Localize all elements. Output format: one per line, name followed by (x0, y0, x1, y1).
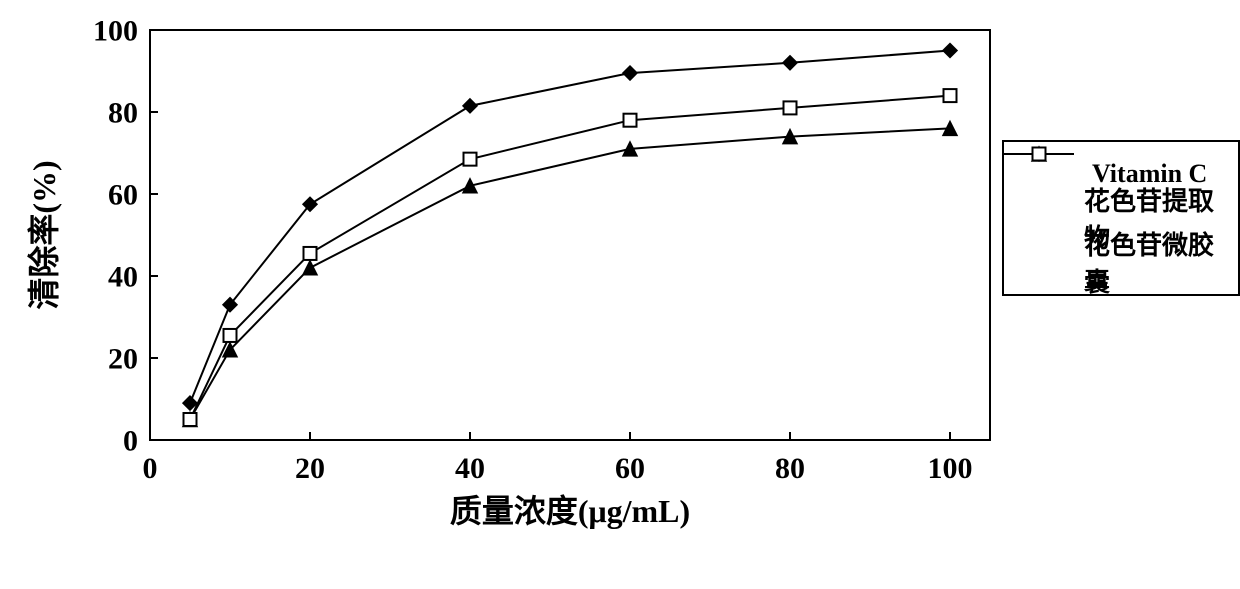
marker-square (1033, 148, 1046, 161)
legend-swatch (1014, 206, 1076, 230)
x-tick-label: 60 (615, 452, 645, 485)
y-tick-label: 20 (108, 343, 138, 376)
y-tick-label: 80 (108, 97, 138, 130)
marker-square (624, 114, 637, 127)
marker-diamond (623, 66, 637, 80)
legend-swatch (1014, 250, 1076, 274)
y-tick-label: 100 (93, 15, 138, 48)
x-tick-label: 20 (295, 452, 325, 485)
x-tick-label: 100 (928, 452, 973, 485)
x-tick-label: 0 (143, 452, 158, 485)
x-tick-label: 40 (455, 452, 485, 485)
y-tick-label: 0 (123, 425, 138, 458)
marker-diamond (783, 56, 797, 70)
x-tick-label: 80 (775, 452, 805, 485)
y-axis-title: 清除率(%) (26, 160, 62, 309)
marker-square (224, 329, 237, 342)
marker-square (944, 89, 957, 102)
marker-square (304, 247, 317, 260)
chart-container: 0 20 40 60 80 100 0 20 40 60 80 100 质量浓度(μg/mL) 清除率(%… (0, 0, 1240, 589)
y-tick-label: 60 (108, 179, 138, 212)
legend: Vitamin C花色苷提取物花色苷微胶囊 (1002, 140, 1240, 296)
marker-diamond (943, 44, 957, 58)
x-axis-title: 质量浓度(μg/mL) (450, 493, 690, 529)
y-tick-label: 40 (108, 261, 138, 294)
marker-triangle (463, 179, 477, 193)
marker-square (184, 413, 197, 426)
marker-square (464, 153, 477, 166)
legend-item-anthocyanin-microcapsule: 花色苷微胶囊 (1014, 240, 1222, 284)
plot-area (150, 30, 990, 440)
marker-triangle (303, 261, 317, 275)
legend-label: 花色苷微胶囊 (1084, 225, 1222, 299)
marker-square (784, 101, 797, 114)
marker-diamond (463, 99, 477, 113)
